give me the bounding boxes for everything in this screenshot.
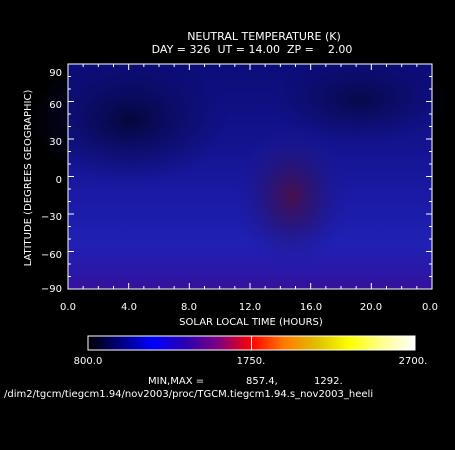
min-value: 857.4, <box>246 376 278 387</box>
x-tick-label: 0.0 <box>422 302 438 313</box>
heatmap-cool-region-west <box>30 55 230 185</box>
x-tick-label: 12.0 <box>239 302 261 313</box>
y-axis-label: LATITUDE (DEGREES GEOGRAPHIC) <box>23 90 34 267</box>
heatmap-field <box>30 55 450 289</box>
min-max-label: MIN,MAX = <box>148 376 204 387</box>
heatmap-warm-region <box>234 124 350 268</box>
y-tick-label: 30 <box>49 137 62 148</box>
chart-title: NEUTRAL TEMPERATURE (K) <box>187 30 341 43</box>
colorbar-min-label: 800.0 <box>74 356 103 367</box>
colorbar-mid-label: 1750. <box>237 356 266 367</box>
axis-ticks <box>67 63 433 290</box>
y-tick-label: 0 <box>56 175 62 186</box>
y-tick-label: 60 <box>49 100 62 111</box>
x-tick-label: 16.0 <box>300 302 322 313</box>
max-value: 1292. <box>314 376 343 387</box>
x-axis-label: SOLAR LOCAL TIME (HOURS) <box>179 317 323 328</box>
colorbar-max-label: 2700. <box>399 356 428 367</box>
y-tick-label: −60 <box>41 250 62 261</box>
y-tick-label: −30 <box>41 212 62 223</box>
heatmap-cool-region-east <box>270 55 450 145</box>
x-tick-label: 0.0 <box>60 302 76 313</box>
y-tick-label: 90 <box>49 68 62 79</box>
x-tick-label: 4.0 <box>121 302 137 313</box>
footer-file-path: /dim2/tgcm/tiegcm1.94/nov2003/proc/TGCM.… <box>4 389 373 400</box>
x-tick-label: 8.0 <box>181 302 197 313</box>
chart-subtitle: DAY = 326 UT = 14.00 ZP = 2.00 <box>152 43 353 56</box>
x-tick-label: 20.0 <box>360 302 382 313</box>
y-tick-label: −90 <box>41 284 62 295</box>
